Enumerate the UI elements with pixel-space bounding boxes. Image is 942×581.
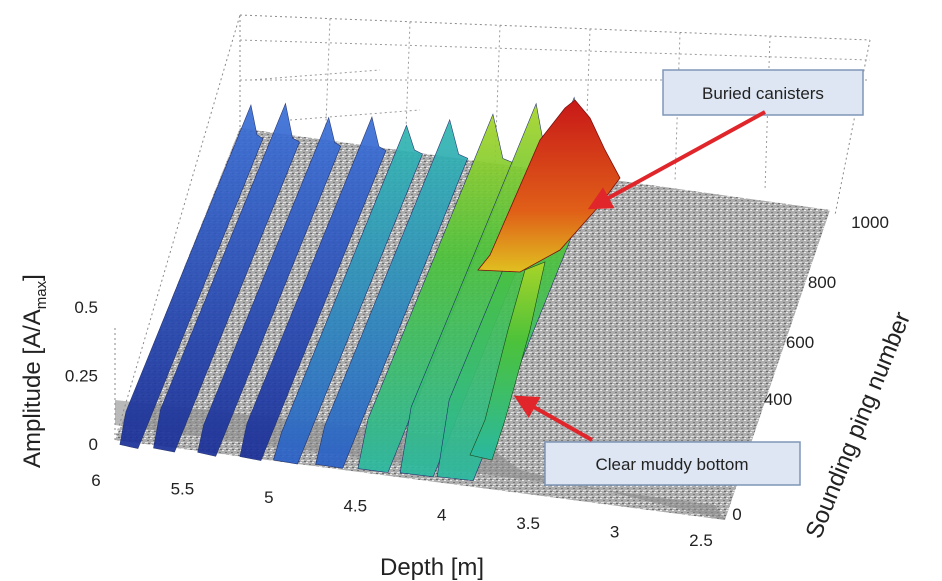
x-tick-label: 6 xyxy=(91,471,100,490)
x-tick-label: 4 xyxy=(437,505,446,524)
x-tick-label: 5.5 xyxy=(171,480,195,499)
callout-label: Clear muddy bottom xyxy=(595,455,748,474)
axes-box xyxy=(114,14,871,441)
y-tick-label: 1000 xyxy=(851,213,889,232)
ridge xyxy=(273,124,423,465)
x-tick-label: 2.5 xyxy=(689,531,713,550)
z-tick-labels: 0 0.25 0.5 xyxy=(65,298,98,454)
x-axis-title: Depth [m] xyxy=(380,554,484,581)
grid-line xyxy=(324,18,331,149)
arrow xyxy=(587,110,766,210)
ridge xyxy=(119,103,264,449)
surface-ridges xyxy=(119,96,621,481)
ridge xyxy=(197,116,342,457)
z-tick-label: 0.25 xyxy=(65,367,98,386)
callout-box xyxy=(544,441,801,486)
ridge xyxy=(153,102,300,453)
x-tick-labels: 6 5.5 5 4.5 4 3.5 3 2.5 xyxy=(91,471,713,550)
y-tick-labels: 0 400 600 800 1000 xyxy=(732,213,889,524)
ridge xyxy=(315,118,469,469)
z-tick-label: 0 xyxy=(89,435,98,454)
x-tick-label: 3.5 xyxy=(516,514,540,533)
z-axis-title: Amplitude [A/Amax] xyxy=(19,274,50,468)
grid-line xyxy=(249,69,381,81)
grid-line xyxy=(764,36,771,191)
ridge xyxy=(357,113,514,473)
bottom-ridge xyxy=(469,261,546,461)
arrow xyxy=(513,395,593,442)
y-tick-label: 400 xyxy=(764,390,792,409)
x-tick-label: 4.5 xyxy=(343,497,367,516)
annotation-clear-muddy-bottom: Clear muddy bottom xyxy=(513,395,801,486)
y-tick-label: 0 xyxy=(732,505,741,524)
x-tick-label: 3 xyxy=(610,522,619,541)
ridge xyxy=(239,115,387,461)
grid-line xyxy=(289,109,421,121)
y-tick-label: 800 xyxy=(808,273,836,292)
y-axis-title: Sounding ping number xyxy=(801,308,917,542)
z-axis-title-main: Amplitude [A/A xyxy=(19,309,46,468)
z-tick-label: 0.5 xyxy=(74,298,98,317)
x-tick-label: 5 xyxy=(264,488,273,507)
z-axis-title-end: ] xyxy=(19,274,46,281)
canister-ridge xyxy=(477,99,621,273)
y-tick-label: 600 xyxy=(786,333,814,352)
z-axis-title-sub: max xyxy=(33,280,50,309)
grid-line xyxy=(239,39,871,61)
callout-label: Buried canisters xyxy=(702,84,824,103)
annotation-buried-canisters: Buried canisters xyxy=(587,69,864,210)
